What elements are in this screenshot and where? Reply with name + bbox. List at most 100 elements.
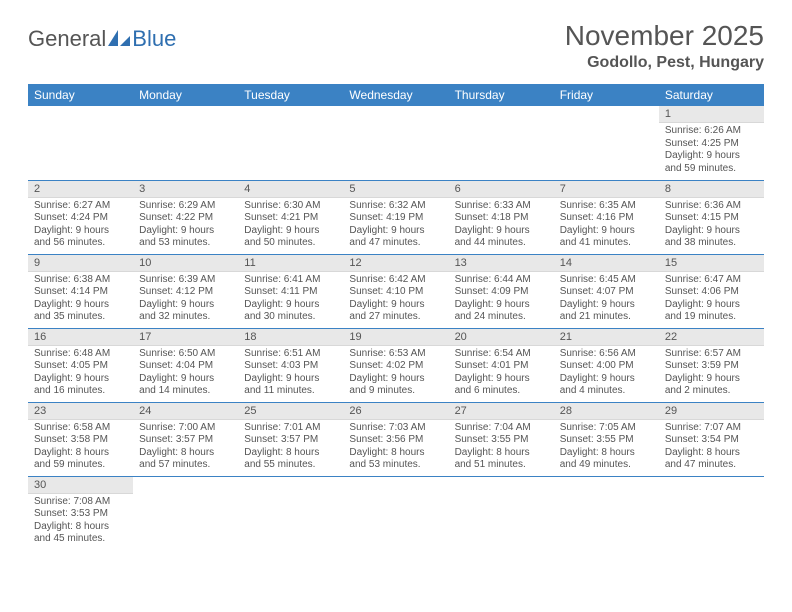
calendar-cell: 10Sunrise: 6:39 AMSunset: 4:12 PMDayligh… bbox=[133, 254, 238, 328]
day-number: 6 bbox=[449, 181, 554, 198]
sunrise-text: Sunrise: 7:03 AM bbox=[349, 422, 442, 435]
day-header-row: Sunday Monday Tuesday Wednesday Thursday… bbox=[28, 84, 764, 106]
day-number: 7 bbox=[554, 181, 659, 198]
sunset-text: Sunset: 4:19 PM bbox=[349, 212, 442, 225]
day-content: Sunrise: 6:58 AMSunset: 3:58 PMDaylight:… bbox=[28, 420, 133, 476]
sunrise-text: Sunrise: 6:54 AM bbox=[455, 348, 548, 361]
logo-text-2: Blue bbox=[132, 26, 176, 52]
day-number: 4 bbox=[238, 181, 343, 198]
daylight-text: Daylight: 9 hours and 14 minutes. bbox=[139, 373, 232, 398]
calendar-week-row: 16Sunrise: 6:48 AMSunset: 4:05 PMDayligh… bbox=[28, 328, 764, 402]
daylight-text: Daylight: 9 hours and 11 minutes. bbox=[244, 373, 337, 398]
calendar-cell bbox=[343, 106, 448, 180]
sunset-text: Sunset: 4:03 PM bbox=[244, 360, 337, 373]
calendar-cell bbox=[133, 106, 238, 180]
day-content: Sunrise: 6:42 AMSunset: 4:10 PMDaylight:… bbox=[343, 272, 448, 328]
day-number: 10 bbox=[133, 255, 238, 272]
sunrise-text: Sunrise: 7:05 AM bbox=[560, 422, 653, 435]
calendar-cell bbox=[554, 476, 659, 550]
day-number: 11 bbox=[238, 255, 343, 272]
sunrise-text: Sunrise: 6:53 AM bbox=[349, 348, 442, 361]
calendar-cell: 1Sunrise: 6:26 AMSunset: 4:25 PMDaylight… bbox=[659, 106, 764, 180]
sunset-text: Sunset: 4:22 PM bbox=[139, 212, 232, 225]
day-content: Sunrise: 7:08 AMSunset: 3:53 PMDaylight:… bbox=[28, 494, 133, 550]
day-number: 1 bbox=[659, 106, 764, 123]
sunset-text: Sunset: 4:18 PM bbox=[455, 212, 548, 225]
day-content: Sunrise: 7:04 AMSunset: 3:55 PMDaylight:… bbox=[449, 420, 554, 476]
day-header: Sunday bbox=[28, 84, 133, 106]
calendar-week-row: 2Sunrise: 6:27 AMSunset: 4:24 PMDaylight… bbox=[28, 180, 764, 254]
daylight-text: Daylight: 9 hours and 2 minutes. bbox=[665, 373, 758, 398]
daylight-text: Daylight: 9 hours and 41 minutes. bbox=[560, 225, 653, 250]
calendar-cell: 24Sunrise: 7:00 AMSunset: 3:57 PMDayligh… bbox=[133, 402, 238, 476]
day-content: Sunrise: 6:26 AMSunset: 4:25 PMDaylight:… bbox=[659, 123, 764, 179]
calendar-cell: 13Sunrise: 6:44 AMSunset: 4:09 PMDayligh… bbox=[449, 254, 554, 328]
day-number: 20 bbox=[449, 329, 554, 346]
sunset-text: Sunset: 4:06 PM bbox=[665, 286, 758, 299]
daylight-text: Daylight: 9 hours and 59 minutes. bbox=[665, 150, 758, 175]
day-number: 22 bbox=[659, 329, 764, 346]
sunset-text: Sunset: 4:25 PM bbox=[665, 138, 758, 151]
day-number: 18 bbox=[238, 329, 343, 346]
sunrise-text: Sunrise: 6:33 AM bbox=[455, 200, 548, 213]
calendar-cell: 6Sunrise: 6:33 AMSunset: 4:18 PMDaylight… bbox=[449, 180, 554, 254]
calendar-cell: 9Sunrise: 6:38 AMSunset: 4:14 PMDaylight… bbox=[28, 254, 133, 328]
calendar-cell: 23Sunrise: 6:58 AMSunset: 3:58 PMDayligh… bbox=[28, 402, 133, 476]
daylight-text: Daylight: 8 hours and 53 minutes. bbox=[349, 447, 442, 472]
day-number: 2 bbox=[28, 181, 133, 198]
calendar-cell: 5Sunrise: 6:32 AMSunset: 4:19 PMDaylight… bbox=[343, 180, 448, 254]
day-number: 12 bbox=[343, 255, 448, 272]
daylight-text: Daylight: 9 hours and 44 minutes. bbox=[455, 225, 548, 250]
location: Godollo, Pest, Hungary bbox=[565, 54, 764, 72]
day-content: Sunrise: 6:30 AMSunset: 4:21 PMDaylight:… bbox=[238, 198, 343, 254]
daylight-text: Daylight: 9 hours and 24 minutes. bbox=[455, 299, 548, 324]
calendar-cell bbox=[133, 476, 238, 550]
sunset-text: Sunset: 4:16 PM bbox=[560, 212, 653, 225]
sunrise-text: Sunrise: 6:45 AM bbox=[560, 274, 653, 287]
sunrise-text: Sunrise: 6:36 AM bbox=[665, 200, 758, 213]
sunset-text: Sunset: 4:24 PM bbox=[34, 212, 127, 225]
day-number: 27 bbox=[449, 403, 554, 420]
calendar-week-row: 30Sunrise: 7:08 AMSunset: 3:53 PMDayligh… bbox=[28, 476, 764, 550]
daylight-text: Daylight: 9 hours and 27 minutes. bbox=[349, 299, 442, 324]
calendar-cell bbox=[554, 106, 659, 180]
sunrise-text: Sunrise: 7:07 AM bbox=[665, 422, 758, 435]
sunrise-text: Sunrise: 6:39 AM bbox=[139, 274, 232, 287]
day-content: Sunrise: 6:56 AMSunset: 4:00 PMDaylight:… bbox=[554, 346, 659, 402]
day-number: 5 bbox=[343, 181, 448, 198]
day-header: Wednesday bbox=[343, 84, 448, 106]
logo-sail-icon bbox=[108, 30, 130, 48]
day-content: Sunrise: 6:35 AMSunset: 4:16 PMDaylight:… bbox=[554, 198, 659, 254]
sunset-text: Sunset: 4:05 PM bbox=[34, 360, 127, 373]
calendar-week-row: 9Sunrise: 6:38 AMSunset: 4:14 PMDaylight… bbox=[28, 254, 764, 328]
day-content: Sunrise: 6:33 AMSunset: 4:18 PMDaylight:… bbox=[449, 198, 554, 254]
day-number: 26 bbox=[343, 403, 448, 420]
calendar-cell: 17Sunrise: 6:50 AMSunset: 4:04 PMDayligh… bbox=[133, 328, 238, 402]
sunset-text: Sunset: 4:11 PM bbox=[244, 286, 337, 299]
calendar-cell: 28Sunrise: 7:05 AMSunset: 3:55 PMDayligh… bbox=[554, 402, 659, 476]
day-header: Thursday bbox=[449, 84, 554, 106]
day-number: 13 bbox=[449, 255, 554, 272]
daylight-text: Daylight: 8 hours and 51 minutes. bbox=[455, 447, 548, 472]
sunrise-text: Sunrise: 6:32 AM bbox=[349, 200, 442, 213]
page-title: November 2025 bbox=[565, 20, 764, 52]
calendar-week-row: 1Sunrise: 6:26 AMSunset: 4:25 PMDaylight… bbox=[28, 106, 764, 180]
sunrise-text: Sunrise: 6:41 AM bbox=[244, 274, 337, 287]
calendar-cell bbox=[343, 476, 448, 550]
day-number: 28 bbox=[554, 403, 659, 420]
calendar-cell: 29Sunrise: 7:07 AMSunset: 3:54 PMDayligh… bbox=[659, 402, 764, 476]
sunset-text: Sunset: 4:10 PM bbox=[349, 286, 442, 299]
calendar-cell: 18Sunrise: 6:51 AMSunset: 4:03 PMDayligh… bbox=[238, 328, 343, 402]
sunrise-text: Sunrise: 6:50 AM bbox=[139, 348, 232, 361]
calendar-cell: 30Sunrise: 7:08 AMSunset: 3:53 PMDayligh… bbox=[28, 476, 133, 550]
sunset-text: Sunset: 4:21 PM bbox=[244, 212, 337, 225]
sunrise-text: Sunrise: 7:08 AM bbox=[34, 496, 127, 509]
day-content: Sunrise: 7:07 AMSunset: 3:54 PMDaylight:… bbox=[659, 420, 764, 476]
daylight-text: Daylight: 9 hours and 35 minutes. bbox=[34, 299, 127, 324]
calendar-cell bbox=[28, 106, 133, 180]
sunset-text: Sunset: 4:09 PM bbox=[455, 286, 548, 299]
day-number: 3 bbox=[133, 181, 238, 198]
sunrise-text: Sunrise: 7:04 AM bbox=[455, 422, 548, 435]
day-number: 23 bbox=[28, 403, 133, 420]
calendar-cell: 25Sunrise: 7:01 AMSunset: 3:57 PMDayligh… bbox=[238, 402, 343, 476]
